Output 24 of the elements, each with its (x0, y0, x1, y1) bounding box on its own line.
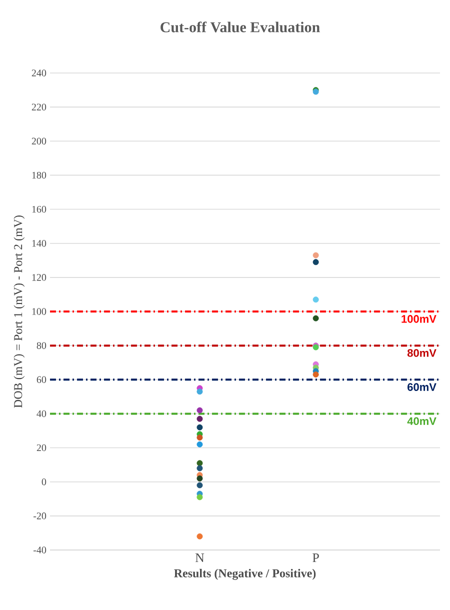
y-tick-label: 40 (36, 410, 46, 418)
y-tick-label: 0 (42, 478, 46, 486)
y-tick-label: 180 (32, 172, 46, 179)
y-tick-label: 240 (32, 70, 46, 76)
x-axis-title: Results (Negative / Positive) (174, 568, 316, 580)
y-tick-label: -40 (34, 546, 46, 554)
ref-line-label: 40mV (407, 417, 436, 426)
y-tick-label: -20 (34, 512, 46, 520)
chart-title: Cut-off Value Evaluation (160, 22, 320, 32)
y-tick-label: 120 (32, 274, 46, 281)
ref-line-label: 100mV (402, 315, 436, 323)
y-tick-label: 100 (32, 308, 46, 315)
x-tick-label: P (312, 554, 319, 562)
y-tick-label: 160 (32, 206, 46, 213)
y-tick-label: 140 (32, 240, 46, 247)
y-tick-label: 200 (32, 138, 46, 145)
y-tick-label: 20 (36, 444, 46, 452)
y-tick-label: 60 (36, 376, 46, 384)
ref-line-label: 60mV (408, 383, 436, 391)
ref-line-label: 80mV (407, 349, 436, 357)
y-axis-title: DOB (mV) = Port 1 (mV) - Port 2 (mV) (14, 216, 25, 408)
x-tick-label: N (195, 554, 204, 562)
y-tick-label: 220 (32, 104, 46, 110)
y-tick-label: 80 (36, 342, 46, 349)
